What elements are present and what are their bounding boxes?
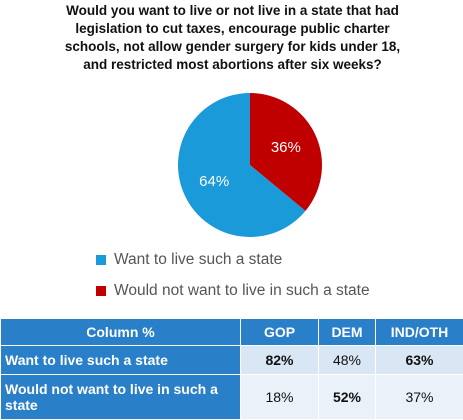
header-cell: DEM — [319, 319, 376, 346]
legend-label: Want to live such a state — [114, 251, 282, 268]
row-label: Would not want to live in such a state — [1, 375, 241, 420]
chart: 64% 36% Want to live such a state Would not… — [0, 0, 463, 318]
row-label: Want to live such a state — [1, 346, 241, 375]
table-cell: 37% — [376, 375, 463, 420]
legend-swatch — [96, 286, 106, 296]
table-cell: 52% — [319, 375, 376, 420]
data-label: 64% — [199, 173, 229, 190]
legend-label: Would not want to live in such a state — [114, 282, 370, 299]
header-cell: Column % — [1, 319, 241, 346]
header-cell: IND/OTH — [376, 319, 463, 346]
table-cell: 18% — [241, 375, 319, 420]
table-cell: 48% — [319, 346, 376, 375]
data-label: 36% — [271, 139, 301, 156]
legend-swatch — [96, 255, 106, 265]
table-cell: 82% — [241, 346, 319, 375]
header-cell: GOP — [241, 319, 319, 346]
table-cell: 63% — [376, 346, 463, 375]
